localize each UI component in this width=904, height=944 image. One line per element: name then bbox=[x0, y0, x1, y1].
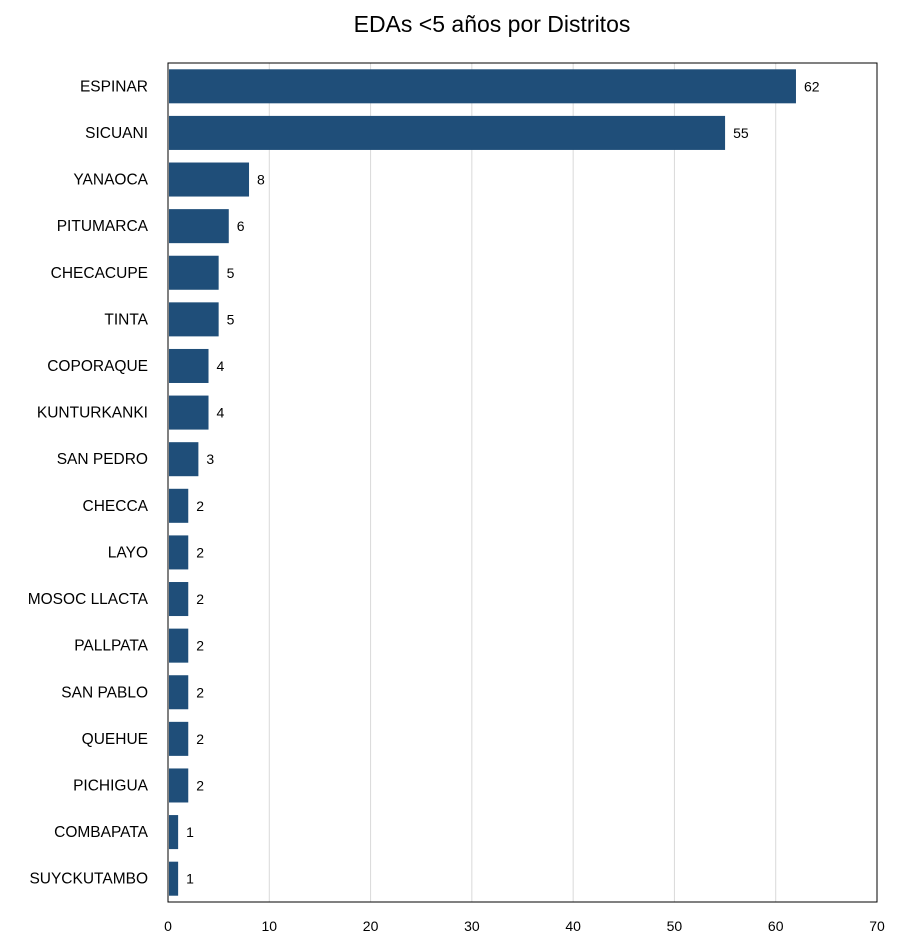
x-tick-label: 10 bbox=[261, 918, 277, 934]
data-label: 2 bbox=[196, 638, 204, 654]
bar-mosoc-llacta bbox=[169, 582, 189, 617]
plot-area-frame bbox=[167, 62, 878, 903]
category-label: YANAOCA bbox=[73, 172, 148, 189]
category-label: CHECCA bbox=[83, 498, 149, 515]
category-label: SICUANI bbox=[85, 125, 148, 142]
category-label: COMBAPATA bbox=[54, 824, 149, 841]
category-label: CHECACUPE bbox=[51, 265, 148, 282]
bar-kunturkanki bbox=[169, 395, 209, 430]
category-label: QUEHUE bbox=[82, 731, 148, 748]
data-label: 4 bbox=[217, 358, 225, 374]
bar-san-pablo bbox=[169, 675, 189, 710]
category-label: COPORAQUE bbox=[47, 358, 148, 375]
category-label: MOSOC LLACTA bbox=[28, 591, 149, 608]
bar-pitumarca bbox=[169, 209, 229, 244]
x-tick-label: 30 bbox=[464, 918, 480, 934]
data-label: 2 bbox=[196, 684, 204, 700]
category-label: KUNTURKANKI bbox=[37, 405, 148, 422]
bar-san-pedro bbox=[169, 442, 199, 477]
bar-tinta bbox=[169, 302, 219, 337]
bar-coporaque bbox=[169, 348, 209, 383]
bar-yanaoca bbox=[169, 162, 250, 197]
data-label: 6 bbox=[237, 218, 245, 234]
x-axis-ticks: 0 10 20 30 40 50 60 70 bbox=[164, 918, 885, 934]
chart-title: EDAs <5 años por Distritos bbox=[354, 11, 631, 37]
category-label: LAYO bbox=[108, 544, 148, 561]
category-label: SAN PEDRO bbox=[57, 451, 148, 468]
bar-sicuani bbox=[169, 115, 726, 150]
category-label: ESPINAR bbox=[80, 78, 148, 95]
data-label: 4 bbox=[217, 405, 225, 421]
data-label: 55 bbox=[733, 125, 749, 141]
data-label: 1 bbox=[186, 824, 194, 840]
x-tick-label: 50 bbox=[667, 918, 683, 934]
bar-espinar bbox=[169, 69, 796, 104]
grid-lines bbox=[268, 63, 777, 902]
data-label: 5 bbox=[227, 265, 235, 281]
bar-checacupe bbox=[169, 255, 219, 290]
bar-pichigua bbox=[169, 768, 189, 803]
x-tick-label: 0 bbox=[164, 918, 172, 934]
data-label: 2 bbox=[196, 498, 204, 514]
data-label: 62 bbox=[804, 78, 820, 94]
bar-pallpata bbox=[169, 628, 189, 663]
x-tick-label: 20 bbox=[363, 918, 379, 934]
x-tick-label: 60 bbox=[768, 918, 784, 934]
data-label: 2 bbox=[196, 731, 204, 747]
x-tick-label: 70 bbox=[869, 918, 885, 934]
bar-suyckutambo bbox=[169, 861, 179, 896]
category-label: SAN PABLO bbox=[61, 684, 148, 701]
category-labels: ESPINAR SICUANI YANAOCA PITUMARCA CHECACUPE T… bbox=[28, 78, 149, 887]
x-tick-label: 40 bbox=[565, 918, 581, 934]
bar-checca bbox=[169, 488, 189, 523]
data-label: 2 bbox=[196, 777, 204, 793]
category-label: TINTA bbox=[104, 311, 148, 328]
data-label: 1 bbox=[186, 871, 194, 887]
category-label: SUYCKUTAMBO bbox=[29, 871, 148, 888]
category-label: PALLPATA bbox=[74, 638, 148, 655]
data-label: 5 bbox=[227, 311, 235, 327]
bar-quehue bbox=[169, 721, 189, 756]
data-label: 2 bbox=[196, 544, 204, 560]
data-label: 8 bbox=[257, 172, 265, 188]
category-label: PITUMARCA bbox=[57, 218, 149, 235]
bar-combapata bbox=[169, 815, 179, 850]
data-label: 2 bbox=[196, 591, 204, 607]
bars bbox=[169, 69, 796, 896]
category-label: PICHIGUA bbox=[73, 777, 149, 794]
data-label: 3 bbox=[206, 451, 214, 467]
bar-layo bbox=[169, 535, 189, 570]
